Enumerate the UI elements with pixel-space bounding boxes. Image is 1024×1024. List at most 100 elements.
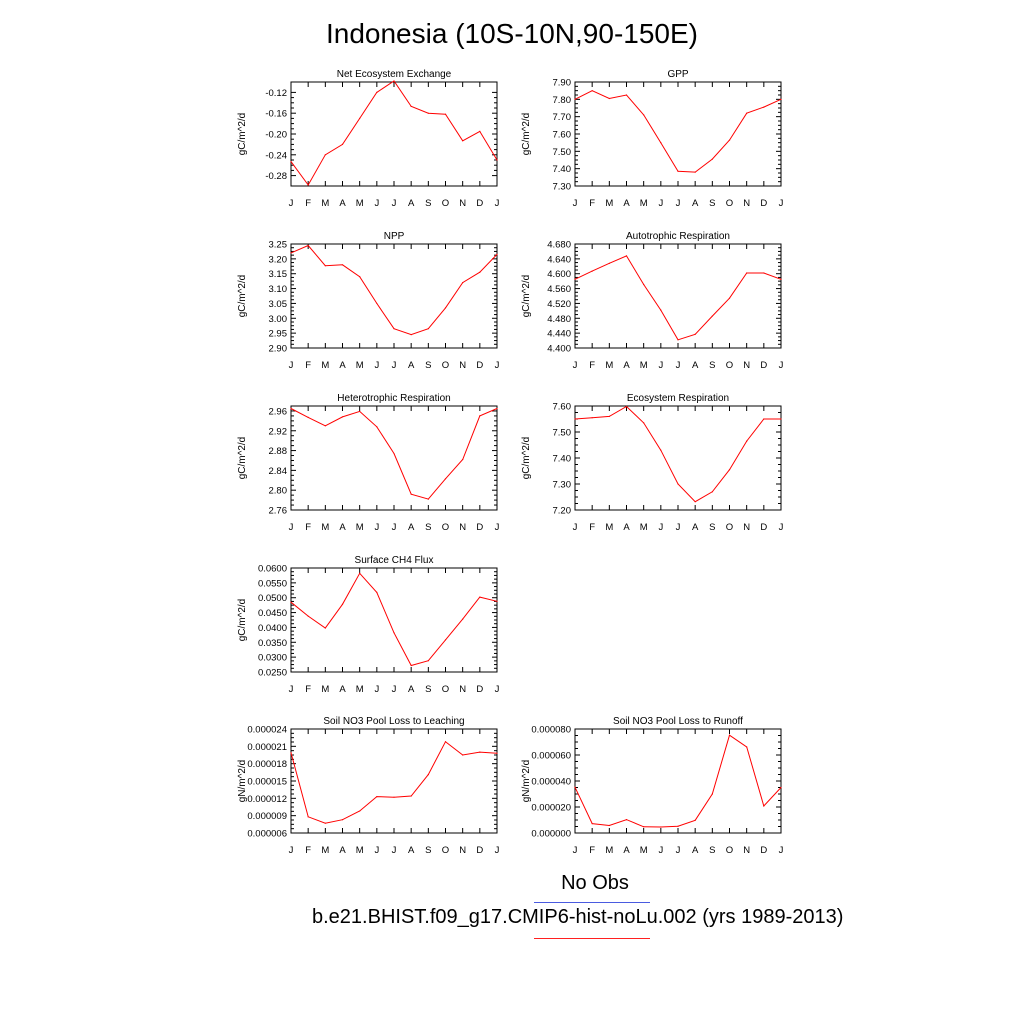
x-tick-label: J (392, 360, 397, 371)
y-tick-label: 3.20 (269, 254, 288, 265)
data-point (643, 826, 645, 828)
x-tick-label: M (640, 845, 648, 856)
x-tick-label: J (658, 522, 663, 533)
data-point (643, 114, 645, 116)
data-point (763, 418, 765, 420)
chart-panel: Autotrophic Respiration gC/m^2/d 4.680 4.64… (521, 231, 784, 371)
plot-frame (290, 81, 498, 187)
x-tick-label: M (605, 845, 613, 856)
y-tick-label: 7.30 (553, 182, 572, 193)
x-tick-label: M (356, 360, 364, 371)
chart-title: Autotrophic Respiration (626, 231, 730, 242)
x-tick-label: N (459, 360, 466, 371)
data-point (376, 91, 378, 93)
x-tick-label: A (339, 684, 346, 695)
data-point (479, 271, 481, 273)
x-tick-label: J (658, 360, 663, 371)
data-point (746, 746, 748, 748)
data-point (307, 816, 309, 818)
x-tick-label: J (779, 845, 784, 856)
x-tick-label: A (623, 845, 630, 856)
x-tick-label: J (779, 522, 784, 533)
x-tick-label: J (374, 522, 379, 533)
y-tick-label: 7.80 (553, 95, 572, 106)
y-axis-label: gC/m^2/d (237, 599, 248, 642)
x-tick-label: J (676, 198, 681, 209)
x-tick-label: D (476, 360, 483, 371)
y-tick-label: 2.80 (269, 486, 288, 497)
data-point (496, 600, 498, 602)
x-tick-label: J (392, 684, 397, 695)
data-point (290, 160, 292, 163)
x-tick-label: A (408, 360, 415, 371)
data-point (780, 98, 782, 100)
x-tick-label: S (709, 845, 715, 856)
x-tick-label: J (495, 684, 500, 695)
page-title: Indonesia (10S-10N,90-150E) (325, 18, 698, 49)
y-tick-label: 0.000018 (247, 759, 287, 770)
x-tick-label: J (289, 522, 294, 533)
plot-frame (290, 728, 498, 834)
y-tick-label: 0.0500 (258, 593, 287, 604)
x-tick-label: D (476, 522, 483, 533)
x-tick-label: J (676, 845, 681, 856)
data-point (625, 405, 628, 408)
data-point (427, 112, 429, 114)
x-tick-label: M (321, 684, 329, 695)
data-point (728, 297, 731, 299)
x-tick-label: J (289, 845, 294, 856)
y-tick-label: 3.25 (269, 240, 288, 251)
data-point (608, 415, 610, 417)
y-tick-label: 3.00 (269, 314, 288, 325)
y-tick-label: 7.50 (553, 428, 572, 439)
x-tick-label: O (726, 198, 733, 209)
y-tick-label: 3.05 (269, 299, 288, 310)
y-tick-label: 4.640 (547, 254, 571, 265)
legend-model-line (534, 938, 650, 939)
x-tick-label: N (459, 845, 466, 856)
x-tick-label: O (442, 845, 449, 856)
data-point (574, 98, 576, 100)
chart-panel: Surface CH4 Flux gC/m^2/d 0.0600 0.0550 0.05… (237, 555, 500, 695)
data-point (625, 255, 628, 257)
series-line (574, 734, 782, 828)
y-tick-label: 7.60 (553, 402, 572, 413)
x-tick-label: O (442, 360, 449, 371)
data-point (290, 407, 292, 410)
y-axis-label: gN/m^2/d (237, 760, 248, 803)
x-tick-label: A (692, 198, 699, 209)
x-tick-label: F (589, 845, 595, 856)
data-point (341, 264, 344, 266)
y-tick-label: -0.16 (265, 109, 287, 120)
x-tick-label: S (425, 684, 431, 695)
data-point (660, 449, 662, 451)
data-point (444, 741, 447, 743)
data-point (479, 130, 481, 132)
data-point (444, 639, 447, 641)
y-axis-label: gN/m^2/d (521, 760, 532, 803)
x-tick-label: A (339, 360, 346, 371)
y-tick-label: 0.0300 (258, 653, 287, 664)
y-tick-label: 4.480 (547, 314, 571, 325)
x-tick-label: J (495, 198, 500, 209)
legend-model-label: b.e21.BHIST.f09_g17.CMIP6-hist-noLu.002 … (312, 906, 844, 928)
y-tick-label: 2.90 (269, 344, 288, 355)
x-tick-label: J (289, 198, 294, 209)
x-tick-label: D (760, 198, 767, 209)
data-point (625, 94, 628, 96)
series-line (290, 80, 498, 186)
x-tick-label: M (356, 522, 364, 533)
data-point (427, 660, 429, 662)
chart-title: GPP (667, 69, 688, 80)
data-point (359, 810, 361, 812)
y-tick-label: 4.560 (547, 284, 571, 295)
data-point (444, 307, 447, 309)
data-point (393, 452, 395, 455)
data-point (625, 819, 628, 821)
data-point (496, 752, 498, 754)
x-tick-label: A (692, 845, 699, 856)
x-tick-label: N (743, 845, 750, 856)
data-point (410, 664, 412, 667)
chart-title: Soil NO3 Pool Loss to Leaching (323, 716, 464, 727)
